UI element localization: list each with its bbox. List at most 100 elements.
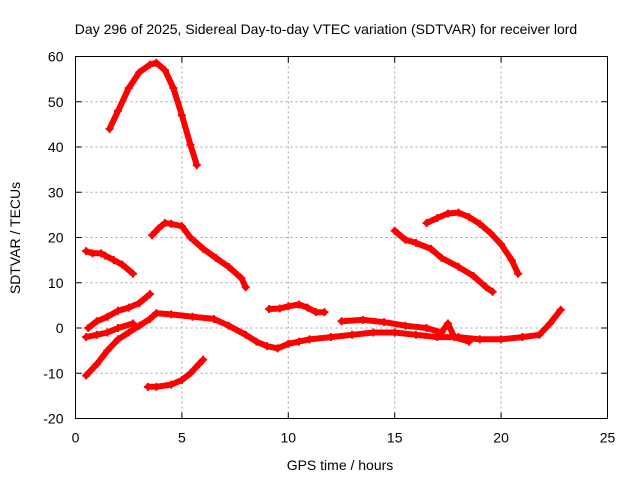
data-point [401, 321, 410, 330]
data-point [390, 328, 399, 337]
data-point [169, 84, 178, 93]
data-point [92, 330, 101, 339]
data-point [390, 226, 399, 235]
series-trace [391, 227, 496, 295]
data-point [103, 346, 112, 355]
data-point [82, 247, 91, 256]
data-point [275, 304, 284, 313]
data-point [199, 244, 208, 253]
data-point [92, 317, 101, 326]
tick-layer: 0 5 10 15 20 25 -20 -10 0 10 20 30 40 50 60 [43, 49, 615, 446]
data-point [114, 324, 123, 332]
data-point [450, 333, 459, 342]
series-arc-6 [82, 305, 565, 380]
x-tick-label: 25 [600, 430, 616, 446]
data-point [114, 106, 123, 115]
data-point [475, 335, 484, 344]
data-point [348, 330, 357, 339]
data-point [152, 382, 161, 391]
data-point [124, 303, 133, 312]
data-point [154, 224, 163, 233]
data-point [192, 161, 201, 170]
data-point [465, 213, 474, 222]
data-point [294, 337, 303, 346]
y-tick-label: -20 [43, 411, 63, 427]
data-point [167, 380, 176, 389]
x-axis-label: GPS time / hours [287, 457, 394, 473]
data-point [194, 360, 203, 369]
series-trace [106, 59, 200, 169]
data-point [486, 228, 495, 237]
data-point [143, 382, 152, 391]
data-point [88, 249, 97, 258]
data-point [401, 235, 410, 244]
series-trace [423, 209, 522, 277]
series-arc-2 [148, 219, 250, 292]
data-point [482, 283, 491, 292]
x-tick-label: 10 [281, 430, 297, 446]
y-tick-label: 40 [48, 139, 64, 155]
data-point [443, 209, 452, 218]
data-point [518, 333, 527, 342]
data-point [135, 321, 144, 330]
data-point [535, 330, 544, 339]
data-point [469, 271, 478, 280]
data-point [241, 330, 250, 339]
data-point [199, 355, 208, 364]
data-point [320, 308, 329, 317]
data-point [114, 335, 123, 344]
series-arc-10 [390, 226, 497, 296]
data-point [305, 335, 314, 344]
data-point [84, 324, 93, 332]
data-point [188, 312, 197, 321]
data-point [454, 262, 463, 271]
x-tick-label: 15 [387, 430, 403, 446]
data-point [497, 335, 506, 344]
data-point [103, 328, 112, 337]
series-arc-8 [265, 300, 329, 317]
data-point [209, 314, 218, 323]
series-arc-11 [422, 208, 523, 278]
data-point [186, 369, 195, 378]
data-point [135, 299, 144, 308]
data-point [145, 314, 154, 323]
series-arc-3 [82, 247, 137, 278]
y-tick-label: 30 [48, 184, 64, 200]
data-point [109, 256, 118, 265]
data-point [422, 219, 431, 228]
data-point [437, 328, 446, 337]
data-point [124, 84, 133, 93]
data-point [273, 344, 282, 353]
series-arc-4 [84, 290, 154, 332]
data-point [284, 339, 293, 348]
data-point [103, 312, 112, 321]
data-point [92, 360, 101, 369]
data-point [105, 124, 114, 133]
data-point [294, 300, 303, 309]
data-point [177, 376, 186, 385]
data-point [514, 269, 523, 278]
y-tick-label: 60 [48, 49, 64, 65]
data-point [411, 330, 420, 339]
data-point [284, 302, 293, 311]
chart-title: Day 296 of 2025, Sidereal Day-to-day VTE… [75, 21, 577, 37]
data-point [411, 238, 420, 247]
data-point [358, 315, 367, 324]
data-point [97, 249, 106, 258]
y-axis-label: SDTVAR / TECUs [7, 182, 23, 294]
y-tick-label: 20 [48, 230, 64, 246]
y-tick-label: 10 [48, 275, 64, 291]
data-point [211, 253, 220, 262]
data-point [556, 305, 565, 314]
data-point [82, 333, 91, 342]
data-point [152, 58, 161, 67]
data-point [422, 324, 431, 332]
data-point [152, 309, 161, 318]
data-point [369, 328, 378, 337]
series-trace [83, 306, 564, 379]
data-point [160, 66, 169, 75]
data-point [488, 287, 497, 296]
data-point [263, 342, 272, 351]
data-point [128, 319, 137, 328]
series-arc-1 [105, 58, 201, 170]
